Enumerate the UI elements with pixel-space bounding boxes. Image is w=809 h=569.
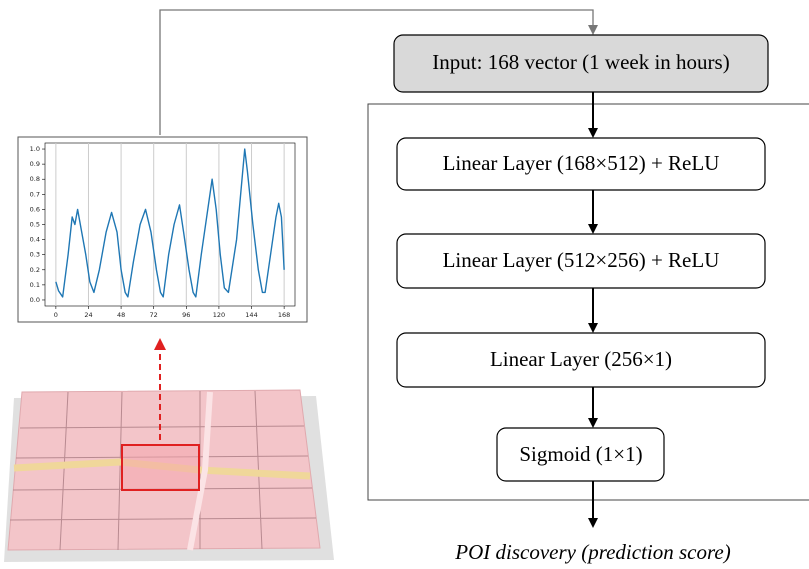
y-tick-label: 0.2 xyxy=(30,266,40,274)
x-tick-label: 72 xyxy=(150,311,158,319)
y-tick-label: 0.1 xyxy=(30,281,40,289)
layer-label: Linear Layer (512×256) + ReLU xyxy=(443,248,720,272)
x-tick-label: 120 xyxy=(213,311,225,319)
diagram: Input: 168 vector (1 week in hours) Line… xyxy=(0,0,809,569)
x-tick-label: 0 xyxy=(54,311,58,319)
x-tick-label: 168 xyxy=(278,311,290,319)
map xyxy=(4,390,334,562)
selected-cell xyxy=(122,445,199,490)
layer-label: Sigmoid (1×1) xyxy=(519,442,642,466)
y-tick-label: 0.7 xyxy=(30,190,40,198)
y-tick-label: 1.0 xyxy=(30,145,40,153)
y-tick-label: 0.5 xyxy=(30,221,40,229)
output-label: POI discovery (prediction score) xyxy=(454,540,730,564)
y-tick-label: 0.3 xyxy=(30,251,40,259)
x-tick-label: 144 xyxy=(245,311,257,319)
y-tick-label: 0.0 xyxy=(30,296,40,304)
x-tick-label: 96 xyxy=(182,311,190,319)
layer-label: Linear Layer (168×512) + ReLU xyxy=(443,151,720,175)
x-tick-label: 48 xyxy=(117,311,125,319)
y-tick-label: 0.9 xyxy=(30,160,40,168)
y-tick-label: 0.8 xyxy=(30,175,40,183)
layer-label: Linear Layer (256×1) xyxy=(490,347,672,371)
y-tick-label: 0.4 xyxy=(30,236,40,244)
input-label: Input: 168 vector (1 week in hours) xyxy=(432,50,729,74)
x-tick-label: 24 xyxy=(84,311,92,319)
page: Input: 168 vector (1 week in hours) Line… xyxy=(0,0,809,569)
y-tick-label: 0.6 xyxy=(30,205,40,213)
